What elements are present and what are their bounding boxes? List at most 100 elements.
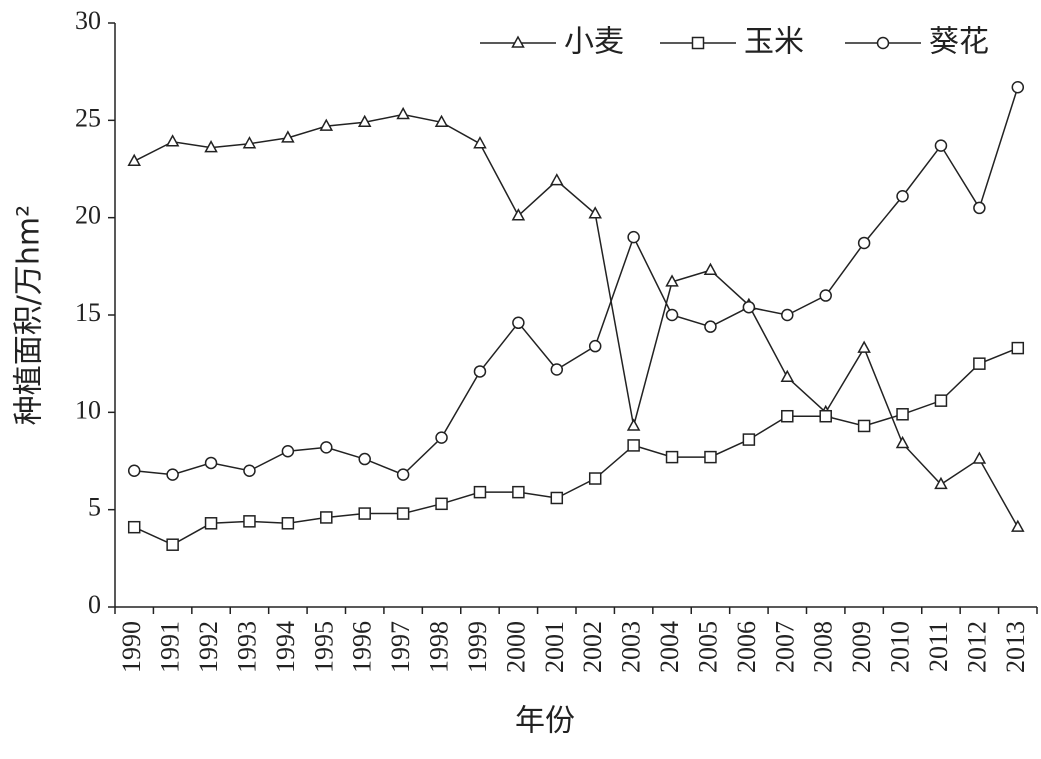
marker xyxy=(281,445,295,458)
marker xyxy=(665,274,679,287)
marker xyxy=(665,308,679,322)
marker xyxy=(742,433,756,446)
marker xyxy=(512,316,525,330)
y-tick-label: 15 xyxy=(75,298,101,327)
marker xyxy=(319,118,334,131)
x-tick-label: 1994 xyxy=(271,621,300,673)
x-tick-label: 1993 xyxy=(232,621,261,673)
marker xyxy=(972,451,987,464)
legend-label: 小麦 xyxy=(564,25,624,60)
y-tick-label: 10 xyxy=(75,395,101,424)
marker xyxy=(166,468,179,481)
marker xyxy=(703,262,718,275)
marker xyxy=(473,485,487,499)
x-tick-label: 2001 xyxy=(540,621,569,673)
marker xyxy=(934,476,948,490)
marker xyxy=(127,464,141,477)
marker xyxy=(166,538,179,551)
marker xyxy=(665,450,679,464)
x-tick-label: 2012 xyxy=(962,621,991,673)
marker xyxy=(281,130,295,143)
marker xyxy=(358,507,371,520)
marker xyxy=(704,450,717,464)
y-tick-label: 20 xyxy=(75,201,101,230)
marker xyxy=(1011,80,1025,94)
marker xyxy=(281,517,295,530)
marker xyxy=(358,452,371,466)
series-line xyxy=(133,113,1019,528)
y-tick-label: 30 xyxy=(75,6,101,35)
marker xyxy=(127,153,141,166)
series-line xyxy=(133,347,1019,546)
marker xyxy=(857,236,871,250)
x-tick-label: 2005 xyxy=(693,621,722,673)
legend-label: 葵花 xyxy=(929,25,989,60)
marker xyxy=(320,441,333,454)
marker xyxy=(1011,341,1025,355)
marker xyxy=(780,369,795,383)
marker xyxy=(127,520,141,534)
marker xyxy=(588,339,602,353)
marker xyxy=(511,35,525,48)
x-tick-label: 1991 xyxy=(156,621,185,673)
x-tick-label: 2004 xyxy=(655,621,684,673)
marker xyxy=(1011,519,1025,532)
y-axis-label: 种植面积/万hm² xyxy=(12,205,47,425)
x-tick-label: 1995 xyxy=(309,621,338,673)
x-tick-label: 2007 xyxy=(770,621,799,673)
marker xyxy=(435,497,448,511)
x-tick-label: 1998 xyxy=(425,621,454,673)
y-tick-label: 25 xyxy=(75,103,101,132)
marker xyxy=(857,419,871,433)
series-line xyxy=(134,87,1019,476)
x-tick-label: 1990 xyxy=(117,621,146,673)
marker xyxy=(626,418,641,431)
marker xyxy=(320,511,333,524)
y-tick-label: 5 xyxy=(88,493,101,522)
marker xyxy=(396,468,410,481)
marker xyxy=(588,472,602,485)
x-tick-label: 2002 xyxy=(578,621,607,673)
marker xyxy=(242,136,257,149)
marker xyxy=(934,394,948,407)
marker xyxy=(819,409,832,423)
marker xyxy=(742,300,756,314)
marker xyxy=(857,340,871,353)
marker xyxy=(934,139,948,152)
marker xyxy=(204,456,218,470)
marker xyxy=(781,308,794,322)
x-axis-label: 年份 xyxy=(515,704,575,739)
marker xyxy=(473,365,487,378)
marker xyxy=(434,114,449,128)
marker xyxy=(204,140,218,153)
marker xyxy=(876,36,890,50)
marker xyxy=(512,485,525,499)
marker xyxy=(511,208,526,221)
marker xyxy=(588,206,602,219)
marker xyxy=(435,431,448,444)
marker xyxy=(550,491,564,505)
x-tick-label: 1996 xyxy=(348,621,377,673)
marker xyxy=(895,435,910,449)
marker xyxy=(396,106,410,120)
x-tick-label: 1999 xyxy=(463,621,492,673)
marker xyxy=(204,517,218,530)
marker xyxy=(896,190,909,203)
marker xyxy=(473,136,487,149)
marker xyxy=(550,173,564,186)
legend-label: 玉米 xyxy=(744,25,804,60)
marker xyxy=(973,201,986,215)
marker xyxy=(627,439,640,452)
marker xyxy=(357,114,372,128)
x-tick-label: 2003 xyxy=(617,621,646,673)
marker xyxy=(243,464,256,477)
x-tick-label: 2006 xyxy=(732,621,761,673)
x-tick-label: 2009 xyxy=(847,621,876,673)
x-tick-label: 2000 xyxy=(501,621,530,673)
x-tick-label: 2008 xyxy=(809,621,838,673)
marker xyxy=(704,320,717,333)
marker xyxy=(550,363,564,376)
marker xyxy=(691,36,705,50)
marker xyxy=(243,515,256,528)
